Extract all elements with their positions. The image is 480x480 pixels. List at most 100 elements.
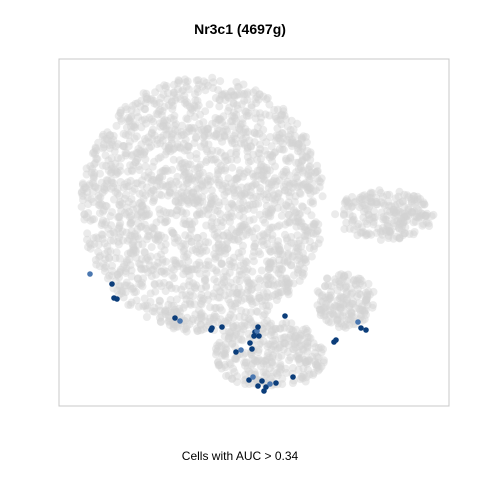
background-cell-point	[256, 276, 265, 285]
background-cell-point	[284, 157, 293, 166]
background-cell-point	[402, 212, 411, 221]
background-cell-point	[409, 192, 418, 201]
background-cell-point	[172, 260, 181, 269]
background-cell-point	[404, 204, 413, 213]
background-cell-point	[163, 121, 172, 130]
background-cell-point	[267, 180, 276, 189]
background-cell-point	[160, 278, 168, 287]
background-cell-point	[214, 115, 223, 124]
background-cell-point	[309, 187, 318, 196]
background-cell-point	[192, 195, 201, 204]
background-cell-point	[329, 303, 338, 312]
background-cell-point	[197, 142, 205, 151]
background-cell-point	[277, 279, 286, 288]
background-cell-point	[121, 268, 130, 277]
background-cell-point	[122, 264, 131, 273]
background-cell-point	[249, 257, 258, 266]
background-cell-point	[275, 261, 284, 270]
background-cell-point	[207, 155, 216, 164]
background-cell-point	[200, 138, 209, 147]
background-cell-point	[130, 288, 139, 297]
background-cell-point	[137, 208, 146, 217]
background-cell-point	[196, 110, 205, 119]
background-cell-point	[245, 136, 254, 145]
background-cell-point	[264, 272, 273, 281]
background-cell-point	[135, 146, 144, 155]
background-cell-point	[137, 264, 145, 273]
background-cell-point	[188, 175, 196, 184]
background-cell-point	[286, 130, 295, 139]
background-cell-point	[170, 234, 179, 243]
background-cell-point	[127, 122, 135, 131]
background-cell-point	[287, 261, 296, 269]
background-cell-point	[225, 289, 234, 297]
background-cell-point	[220, 283, 228, 292]
background-cell-point	[216, 216, 225, 225]
background-cell-point	[414, 213, 423, 222]
background-cell-point	[315, 305, 324, 314]
background-cell-point	[342, 296, 351, 305]
background-cell-point	[253, 93, 262, 102]
background-cell-point	[124, 114, 132, 122]
background-cell-point	[86, 244, 95, 253]
background-cell-point	[157, 267, 166, 276]
background-cell-point	[128, 187, 137, 196]
background-cell-point	[231, 299, 240, 308]
background-cell-point	[130, 122, 139, 131]
background-cell-point	[167, 139, 176, 148]
background-cell-point	[234, 335, 243, 344]
background-cell-point	[294, 147, 302, 156]
background-cell-point	[387, 202, 396, 211]
background-cell-point	[296, 375, 305, 384]
background-cell-point	[239, 221, 248, 230]
background-cell-point	[366, 190, 375, 198]
background-cell-point	[385, 226, 394, 235]
background-cell-point	[257, 160, 266, 169]
background-cell-point	[154, 177, 163, 186]
background-cell-point	[323, 274, 332, 283]
background-cell-point	[180, 252, 188, 261]
background-cell-point	[336, 278, 345, 287]
background-cell-point	[411, 217, 420, 226]
background-cell-point	[135, 166, 144, 174]
background-cell-point	[266, 340, 275, 349]
background-cell-point	[337, 293, 346, 302]
background-cell-point	[389, 234, 398, 243]
background-cell-point	[290, 345, 299, 354]
background-cell-point	[347, 312, 356, 321]
background-cell-point	[265, 265, 273, 273]
background-cell-point	[158, 166, 167, 175]
background-cell-point	[211, 254, 220, 263]
background-cell-point	[294, 165, 303, 174]
background-cell-point	[249, 252, 257, 261]
background-cell-point	[116, 166, 125, 175]
background-cell-point	[193, 172, 202, 181]
background-cell-point	[144, 256, 153, 265]
background-cell-point	[125, 115, 133, 124]
background-cell-point	[165, 316, 174, 325]
background-cell-point	[227, 199, 236, 208]
background-cell-point	[124, 117, 133, 126]
background-cell-point	[230, 235, 239, 244]
background-cell-point	[256, 162, 265, 171]
background-cell-point	[331, 278, 340, 287]
background-cell-point	[285, 192, 294, 201]
background-cell-point	[297, 133, 306, 142]
background-cell-point	[100, 206, 109, 215]
background-cell-point	[293, 214, 302, 223]
background-cell-point	[306, 150, 315, 159]
background-cell-point	[365, 290, 374, 299]
highlighted-cell-point	[177, 318, 183, 324]
background-cell-point	[238, 204, 247, 213]
background-cell-point	[222, 187, 231, 196]
background-cell-point	[367, 188, 375, 197]
background-cell-point	[281, 220, 290, 229]
background-cell-point	[97, 221, 106, 230]
background-cell-point	[312, 186, 320, 195]
background-cell-point	[364, 211, 373, 219]
background-cell-point	[284, 286, 293, 295]
background-cell-point	[300, 355, 309, 364]
background-cell-point	[236, 191, 245, 200]
background-cell-point	[347, 308, 356, 317]
background-cell-point	[222, 125, 230, 134]
